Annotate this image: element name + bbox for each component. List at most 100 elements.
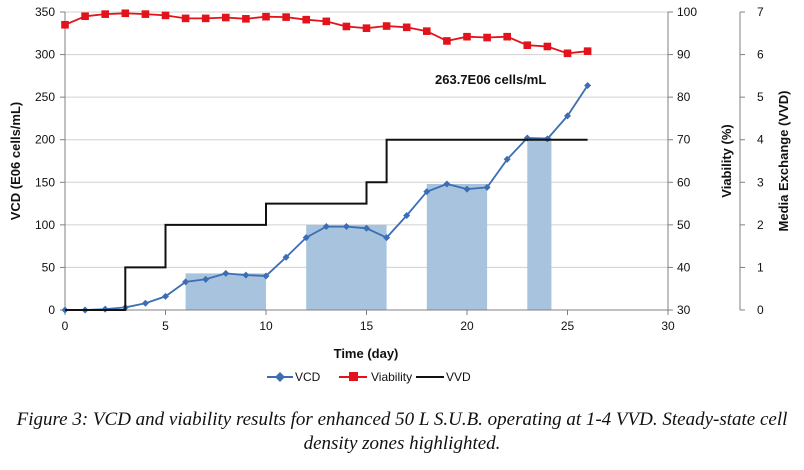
caption-line-2: density zones highlighted.	[303, 433, 501, 454]
data-point-vcd	[423, 188, 431, 196]
data-point-vcd	[282, 253, 290, 261]
y-axis-right2-title: Media Exchange (VVD)	[776, 91, 791, 232]
data-point-viability	[463, 32, 471, 41]
x-tick-label: 5	[162, 319, 169, 333]
data-point-vcd	[162, 292, 169, 300]
x-tick-label: 25	[561, 319, 575, 333]
y-right2-tick-label: 2	[757, 218, 764, 232]
figure-caption: Figure 3: VCD and viability results for …	[0, 408, 804, 456]
y-right2-tick-label: 0	[757, 303, 764, 317]
y-left-tick-label: 300	[35, 48, 55, 62]
x-tick-label: 0	[62, 319, 69, 333]
data-point-vcd	[242, 271, 250, 279]
series-line-vvd	[65, 138, 588, 311]
data-point-vcd	[342, 223, 350, 231]
y-right2-tick-label: 4	[757, 133, 764, 147]
data-point-viability	[302, 15, 310, 24]
y-right1-tick-label: 100	[677, 5, 697, 19]
axes: 0 5 10 15 20 25 300501001502002503003503040506…	[35, 5, 764, 333]
data-point-viability	[161, 11, 170, 20]
data-point-vcd	[503, 155, 511, 163]
data-point-vcd	[443, 180, 451, 188]
data-point-vcd	[383, 234, 391, 242]
data-point-viability	[61, 20, 69, 29]
data-point-viability	[201, 14, 210, 23]
data-point-viability	[262, 12, 270, 21]
y-right2-tick-label: 3	[757, 175, 764, 189]
y-left-tick-label: 350	[35, 5, 55, 19]
legend-diamond-marker	[275, 372, 285, 382]
y-left-tick-label: 0	[48, 303, 55, 317]
steady-state-zone	[185, 273, 266, 310]
data-point-vcd	[262, 272, 270, 280]
y-right2-tick-label: 5	[757, 90, 764, 104]
data-point-viability	[342, 22, 351, 31]
y-left-tick-label: 250	[35, 90, 55, 104]
y-right1-tick-label: 30	[677, 303, 691, 317]
data-point-vcd	[463, 185, 471, 193]
chart: 0 5 10 15 20 25 300501001502002503003503040506…	[8, 5, 791, 384]
y-right2-tick-label: 6	[757, 48, 764, 62]
annotation-label: 263.7E06 cells/mL	[435, 72, 546, 87]
data-point-vcd	[564, 112, 571, 120]
data-point-vcd	[182, 278, 190, 286]
data-point-viability	[242, 15, 250, 23]
data-point-viability	[362, 24, 371, 32]
data-point-vcd	[302, 234, 310, 242]
legend-item-vcd: VCD	[267, 370, 321, 384]
data-point-vcd	[483, 183, 491, 191]
data-point-vcd	[222, 269, 230, 277]
data-point-viability	[402, 23, 411, 32]
y-right1-tick-label: 90	[677, 48, 691, 62]
legend: VCD Viability VVD	[267, 370, 471, 384]
data-point-viability	[543, 42, 552, 51]
data-point-viability	[483, 33, 491, 42]
legend-label-viability: Viability	[371, 370, 412, 384]
data-point-viability	[282, 13, 290, 21]
data-point-viability	[443, 37, 451, 45]
steady-state-zone	[527, 137, 552, 310]
series-layer	[61, 9, 592, 314]
data-point-viability	[503, 32, 511, 41]
y-right2-tick-label: 1	[757, 260, 764, 274]
steady-state-zone	[426, 183, 488, 310]
caption-line-1: Figure 3: VCD and viability results for …	[16, 409, 788, 430]
data-point-vcd	[141, 299, 149, 307]
y-right2-tick-label: 7	[757, 5, 764, 19]
y-left-tick-label: 150	[35, 175, 55, 189]
legend-label-vvd: VVD	[446, 370, 471, 384]
data-point-viability	[181, 14, 190, 23]
y-left-tick-label: 100	[35, 218, 55, 232]
steady-state-zone	[306, 224, 387, 310]
data-point-viability	[101, 10, 109, 18]
x-tick-label: 30	[661, 319, 675, 333]
data-point-vcd	[403, 211, 411, 219]
y-left-tick-label: 200	[35, 133, 55, 147]
legend-item-vvd: VVD	[416, 370, 471, 384]
y-right1-tick-label: 60	[677, 175, 691, 189]
x-tick-label: 15	[360, 319, 374, 333]
legend-label-vcd: VCD	[295, 370, 321, 384]
data-point-vcd	[584, 81, 592, 89]
y-right1-tick-label: 40	[677, 260, 691, 274]
data-point-viability	[121, 9, 130, 18]
x-axis-title: Time (day)	[334, 346, 399, 361]
legend-item-viability: Viability	[339, 370, 412, 384]
y-right1-tick-label: 80	[677, 90, 691, 104]
y-right1-tick-label: 70	[677, 133, 691, 147]
data-point-vcd	[363, 224, 370, 232]
data-point-viability	[423, 27, 431, 35]
data-point-viability	[141, 10, 150, 18]
data-point-viability	[322, 17, 331, 26]
data-point-viability	[523, 41, 532, 50]
data-point-viability	[222, 13, 230, 22]
data-point-viability	[583, 47, 592, 55]
x-tick-label: 10	[259, 319, 273, 333]
data-point-viability	[382, 22, 391, 30]
data-point-vcd	[322, 223, 330, 231]
data-point-viability	[81, 12, 89, 21]
data-point-vcd	[202, 275, 210, 283]
y-right1-tick-label: 50	[677, 218, 691, 232]
y-axis-right1-title: Viability (%)	[719, 124, 734, 197]
